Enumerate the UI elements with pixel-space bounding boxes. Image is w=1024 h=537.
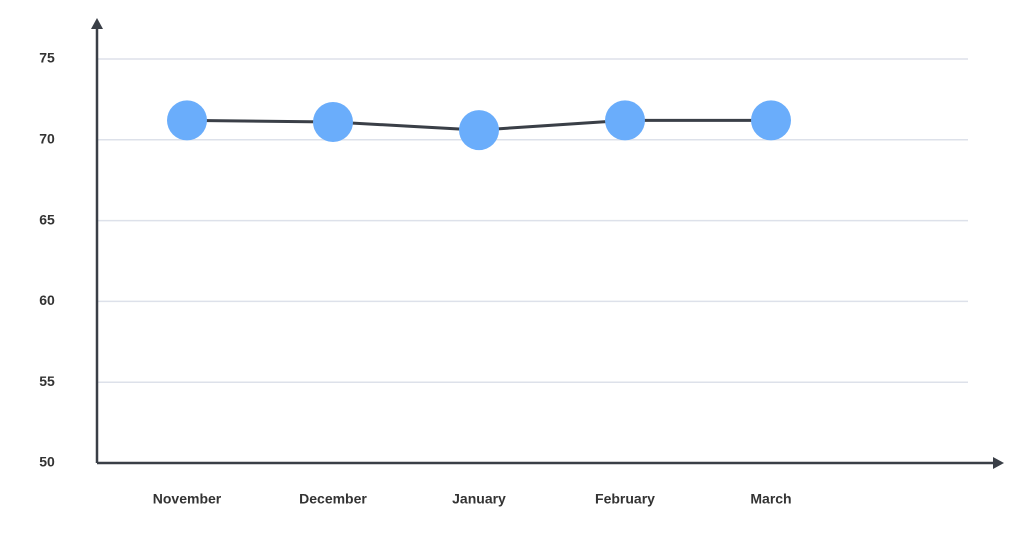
y-tick-label: 75 [39,50,55,66]
marker [167,100,207,141]
y-tick-label: 60 [39,292,55,308]
y-tick-label: 65 [39,211,55,227]
x-tick-label: March [750,491,791,507]
x-tick-label: November [153,491,222,507]
x-tick-label: December [299,491,367,507]
x-tick-label: February [595,491,655,507]
x-axis-arrow [993,457,1004,469]
y-tick-label: 70 [39,131,55,147]
marker [605,100,645,141]
y-axis-arrow [91,18,103,29]
y-tick-label: 55 [39,373,55,389]
y-tick-label: 50 [39,454,55,470]
marker [751,100,791,141]
x-tick-label: January [452,491,506,507]
marker [459,110,499,151]
marker [313,102,353,143]
